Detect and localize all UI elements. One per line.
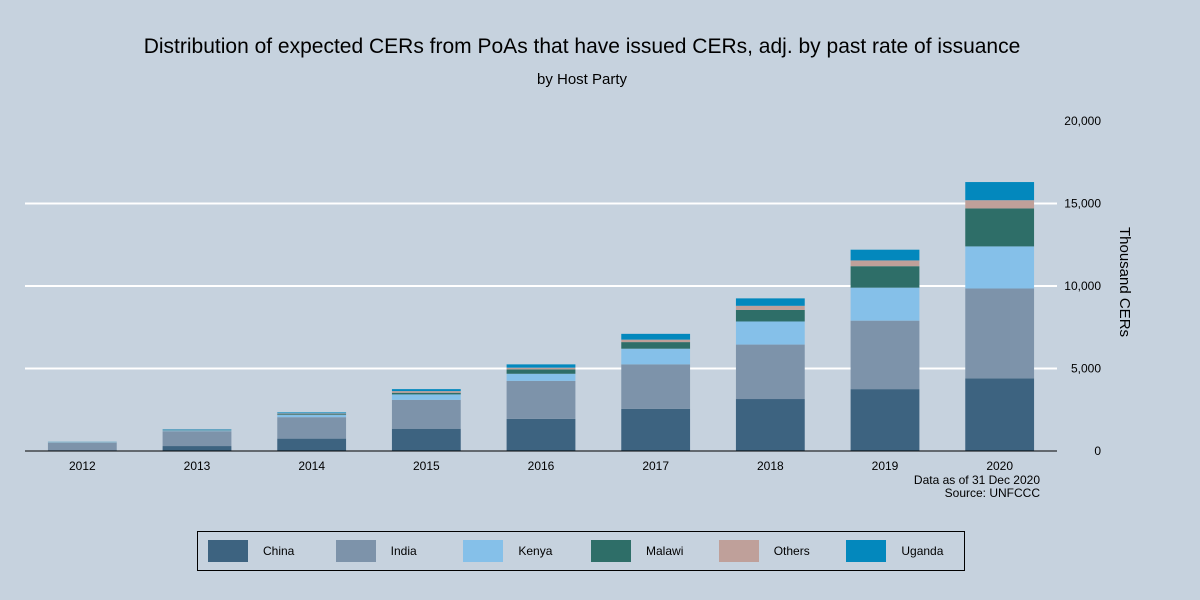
- bar-kenya-2015: [391, 394, 461, 400]
- x-tick-label-2012: 2012: [69, 459, 96, 473]
- legend-swatch-kenya: [463, 540, 504, 562]
- bar-china-2020: [965, 378, 1035, 451]
- x-tick-label-2014: 2014: [298, 459, 325, 473]
- legend-swatch-others: [718, 540, 759, 562]
- y-tick-labels: 0 5,000 10,000 15,000 20,000: [1064, 114, 1101, 458]
- x-tick-label-2017: 2017: [642, 459, 669, 473]
- x-tick-label-2013: 2013: [184, 459, 211, 473]
- bar-others-2020: [965, 200, 1035, 209]
- y-tick-label: 15,000: [1064, 197, 1101, 211]
- bar-kenya-2019: [850, 287, 920, 321]
- bar-others-2017: [621, 339, 691, 343]
- bar-kenya-2013: [162, 430, 232, 432]
- bar-kenya-2016: [506, 373, 576, 381]
- bar-india-2016: [506, 380, 576, 419]
- bar-malawi-2018: [735, 309, 805, 322]
- bar-china-2015: [391, 428, 461, 451]
- bar-china-2013: [162, 446, 232, 451]
- bar-others-2016: [506, 367, 576, 370]
- bar-india-2015: [391, 399, 461, 429]
- bar-india-2013: [162, 431, 232, 447]
- x-tick-label-2018: 2018: [757, 459, 784, 473]
- bar-india-2017: [621, 364, 691, 409]
- bar-kenya-2020: [965, 246, 1035, 289]
- bar-china-2019: [850, 389, 920, 451]
- y-tick-label: 0: [1094, 444, 1101, 458]
- legend-swatch-china: [208, 540, 248, 562]
- bar-india-2012: [47, 442, 117, 451]
- legend-label-others: Others: [773, 544, 810, 558]
- legend-swatch-malawi: [591, 540, 632, 562]
- x-tick-label-2016: 2016: [528, 459, 555, 473]
- chart-subtitle: by Host Party: [537, 71, 628, 88]
- bar-china-2016: [506, 418, 576, 451]
- legend-item-malawi: Malawi: [581, 540, 709, 562]
- legend: China India Kenya Malawi Others Uganda: [197, 531, 965, 571]
- bar-others-2015: [391, 391, 461, 393]
- legend-item-uganda: Uganda: [836, 540, 964, 562]
- bar-malawi-2016: [506, 369, 576, 374]
- bars: [47, 182, 1035, 451]
- bar-uganda-2016: [506, 364, 576, 368]
- bar-others-2014: [277, 413, 347, 415]
- legend-label-india: India: [390, 544, 417, 558]
- legend-swatch-uganda: [846, 540, 887, 562]
- bar-india-2018: [735, 344, 805, 400]
- bar-malawi-2015: [391, 392, 461, 395]
- bar-india-2014: [277, 417, 347, 439]
- bar-kenya-2018: [735, 321, 805, 345]
- bar-kenya-2017: [621, 348, 691, 365]
- bar-malawi-2014: [277, 414, 347, 416]
- legend-swatch-india: [335, 540, 376, 562]
- bar-malawi-2020: [965, 208, 1035, 247]
- bar-china-2014: [277, 438, 347, 451]
- bar-uganda-2014: [277, 412, 347, 414]
- bar-malawi-2017: [621, 342, 691, 349]
- y-tick-label: 5,000: [1071, 362, 1101, 376]
- legend-label-uganda: Uganda: [901, 544, 944, 558]
- legend-item-india: India: [326, 540, 454, 562]
- legend-label-kenya: Kenya: [518, 544, 553, 558]
- x-tick-labels: 2012 2013 2014 2015 2016 2017 2018 2019 2020: [69, 459, 1013, 473]
- y-axis-label: Thousand CERs: [1116, 227, 1133, 337]
- bar-uganda-2018: [735, 298, 805, 306]
- y-tick-label: 20,000: [1064, 114, 1101, 128]
- legend-label-china: China: [263, 544, 295, 558]
- bar-china-2018: [735, 399, 805, 451]
- bar-china-2017: [621, 408, 691, 451]
- legend-label-malawi: Malawi: [646, 544, 684, 558]
- bar-uganda-2015: [391, 389, 461, 392]
- bar-kenya-2014: [277, 415, 347, 418]
- chart-title: Distribution of expected CERs from PoAs …: [144, 35, 1021, 58]
- bar-malawi-2019: [850, 266, 920, 288]
- bar-uganda-2020: [965, 182, 1035, 201]
- bar-uganda-2017: [621, 333, 691, 340]
- bar-india-2019: [850, 320, 920, 390]
- bar-others-2019: [850, 260, 920, 267]
- legend-item-china: China: [198, 540, 326, 562]
- annotation-source: Source: UNFCCC: [945, 486, 1041, 500]
- y-tick-label: 10,000: [1064, 279, 1101, 293]
- x-tick-label-2015: 2015: [413, 459, 440, 473]
- annotation-date: Data as of 31 Dec 2020: [914, 473, 1040, 487]
- x-tick-label-2020: 2020: [986, 459, 1013, 473]
- bar-others-2018: [735, 305, 805, 310]
- x-tick-label-2019: 2019: [872, 459, 899, 473]
- legend-item-kenya: Kenya: [453, 540, 581, 562]
- bar-india-2020: [965, 288, 1035, 379]
- bar-uganda-2019: [850, 249, 920, 261]
- legend-item-others: Others: [709, 540, 837, 562]
